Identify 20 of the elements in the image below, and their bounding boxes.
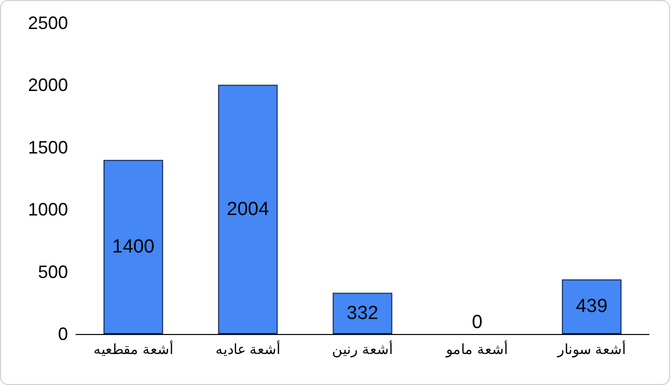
- bar: [562, 279, 622, 334]
- x-tick-label: أشعة مامو: [445, 339, 508, 358]
- y-tick-label: 1500: [28, 137, 68, 158]
- bar: [218, 84, 278, 334]
- y-tick-label: 0: [58, 324, 68, 344]
- y-tick-label: 1000: [28, 200, 68, 220]
- x-tick-label: أشعة رنين: [332, 339, 393, 358]
- data-label: 1400: [112, 236, 154, 258]
- x-tick-label: أشعة سونار: [556, 339, 626, 358]
- y-tick-label: 500: [38, 262, 68, 282]
- bar: [332, 292, 392, 334]
- data-label: 2004: [226, 198, 270, 220]
- x-tick-label: أشعة عاديه: [215, 339, 280, 357]
- x-tick-label: أشعة مقطعيه: [93, 339, 174, 357]
- bar: [104, 160, 164, 334]
- y-tick-label: 2500: [28, 13, 68, 33]
- y-tick-label: 2000: [28, 75, 68, 96]
- data-label: 439: [576, 296, 608, 318]
- data-label: 0: [472, 312, 482, 333]
- data-label: 332: [346, 302, 378, 324]
